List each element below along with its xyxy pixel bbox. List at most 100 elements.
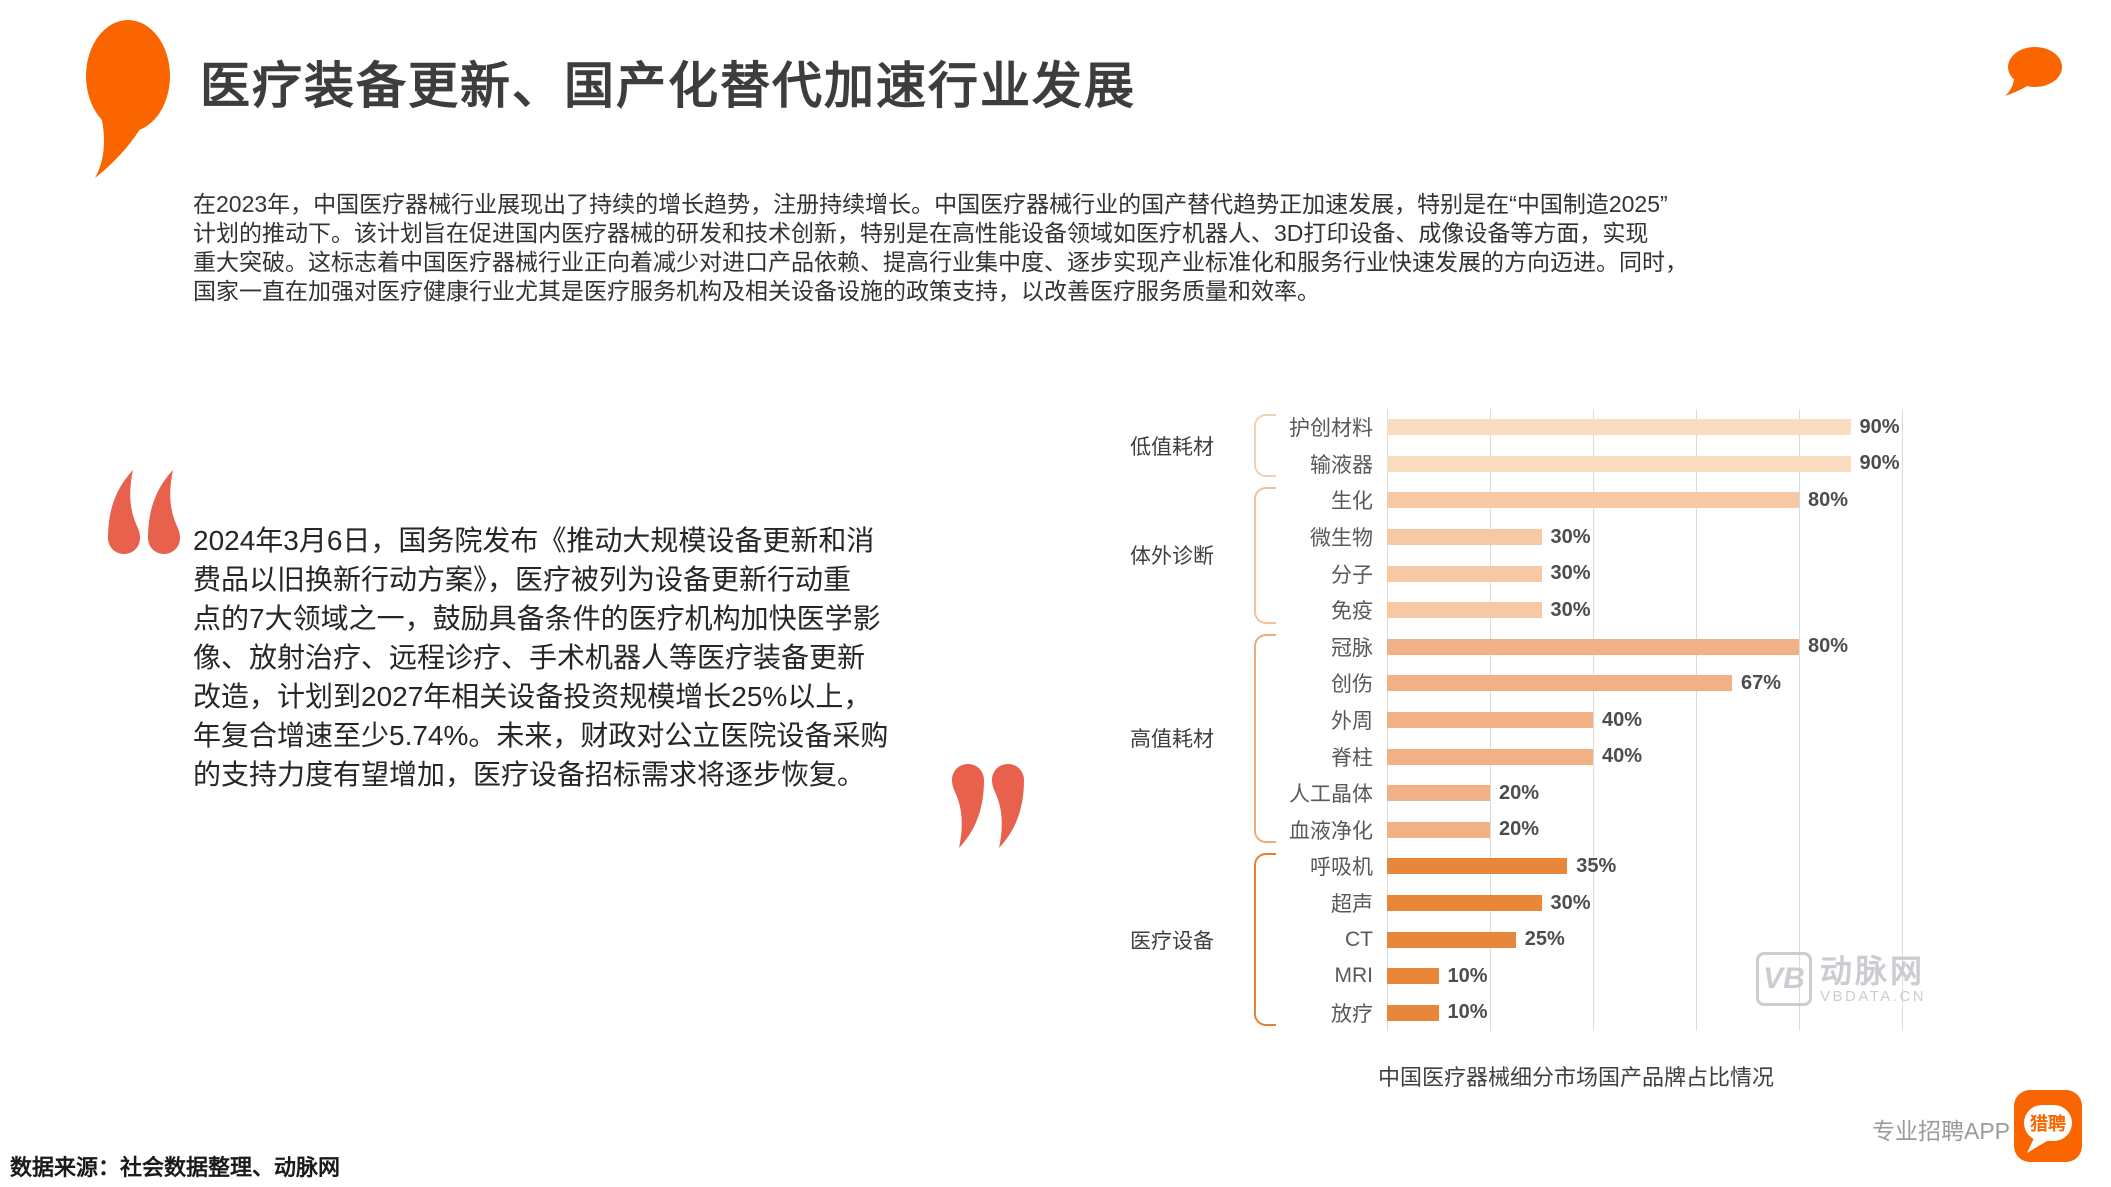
chart-group: 低值耗材 护创材料 90% 输液器 90% (1128, 409, 1988, 482)
chart-value-label: 67% (1741, 671, 1782, 694)
chart-bar-track: 40% (1387, 709, 1902, 732)
quote-paragraph: 2024年3月6日，国务院发布《推动大规模设备更新和消 费品以旧换新行动方案》，医… (193, 521, 888, 794)
chart-value-label: 25% (1524, 928, 1565, 951)
chart-row: 外周 40% (1128, 702, 1988, 739)
chart-row: 超声 30% (1128, 885, 1988, 922)
chart-row-label: 人工晶体 (1289, 783, 1373, 807)
chart-row-label: 输液器 (1310, 453, 1373, 477)
text-line: 2024年3月6日，国务院发布《推动大规模设备更新和消 (193, 525, 875, 556)
chart-value-label: 40% (1602, 708, 1643, 731)
chart-value-label: 80% (1808, 635, 1849, 658)
chart-bar (1387, 529, 1542, 546)
chart-bar-track: 35% (1387, 855, 1902, 878)
text-line: 的支持力度有望增加，医疗设备招标需求将逐步恢复。 (193, 759, 866, 790)
text-line: 重大突破。这标志着中国医疗器械行业正向着减少对进口产品依赖、提高行业集中度、逐步… (193, 249, 1688, 275)
chart-bar-track: 10% (1387, 1001, 1902, 1024)
chart-row-label: 生化 (1331, 490, 1373, 514)
chart-bar-track: 40% (1387, 745, 1902, 768)
watermark: VB 动脉网 VBDATA.CN (1756, 952, 1926, 1006)
text-line: 在2023年，中国医疗器械行业展现出了持续的增长趋势，注册持续增长。中国医疗器械… (193, 191, 1668, 217)
watermark-domain: VBDATA.CN (1820, 987, 1927, 1005)
chart-row-label: MRI (1334, 964, 1374, 988)
opening-quote-icon (108, 470, 180, 554)
chart-bar-track: 80% (1387, 635, 1902, 658)
chart-group: 高值耗材 冠脉 80% 创伤 67% 外周 40% 脊柱 40% 人工晶体 20% 血液净化 20% (1128, 629, 1988, 849)
chart-bar-track: 20% (1387, 818, 1902, 841)
chart-bar-track: 20% (1387, 782, 1902, 805)
liepin-app-logo-icon: 猎聘 (2014, 1090, 2082, 1162)
chart-bar (1387, 858, 1568, 875)
chart-bar-track: 30% (1387, 599, 1902, 622)
chart-group: 体外诊断 生化 80% 微生物 30% 分子 30% 免疫 30% (1128, 482, 1988, 628)
text-line: 像、放射治疗、远程诊疗、手术机器人等医疗装备更新 (193, 642, 866, 673)
chart-caption: 中国医疗器械细分市场国产品牌占比情况 (1377, 1065, 1774, 1090)
chart-bar-track: 90% (1387, 452, 1902, 475)
liepin-logo-text: 猎聘 (2030, 1113, 2066, 1134)
chart-value-label: 35% (1576, 854, 1617, 877)
chart-row: 冠脉 80% (1128, 629, 1988, 666)
chart-row-label: 创伤 (1331, 673, 1373, 697)
chart-row: 血液净化 20% (1128, 812, 1988, 849)
chart-row-label: 超声 (1331, 893, 1373, 917)
chart-bar-track: 30% (1387, 892, 1902, 915)
text-line: 点的7大领域之一，鼓励具备条件的医疗机构加快医学影 (193, 603, 881, 634)
chart-bar-track: 30% (1387, 526, 1902, 549)
watermark-logo-icon: VB (1756, 952, 1812, 1006)
chart-row: 人工晶体 20% (1128, 775, 1988, 812)
chart-bar (1387, 968, 1439, 985)
chart-row: 微生物 30% (1128, 519, 1988, 556)
chart-bar (1387, 748, 1593, 765)
chart-value-label: 40% (1602, 745, 1643, 768)
bar-chart: 低值耗材 护创材料 90% 输液器 90% 体外诊断 生化 80% 微生物 30% 分子 30% 免疫 3… (1128, 409, 1988, 1031)
data-source-note: 数据来源：社会数据整理、动脉网 (10, 1155, 341, 1180)
chart-row-label: 脊柱 (1331, 746, 1373, 770)
chart-row-label: 呼吸机 (1310, 856, 1373, 880)
chart-bar (1387, 1004, 1439, 1021)
chart-row: 输液器 90% (1128, 446, 1988, 483)
chart-bar-track: 30% (1387, 562, 1902, 585)
chart-value-label: 20% (1499, 818, 1540, 841)
chart-bar (1387, 821, 1490, 838)
chart-bar (1387, 492, 1799, 509)
closing-quote-icon (952, 764, 1024, 848)
chart-group-bracket (1254, 633, 1276, 844)
text-line: 费品以旧换新行动方案》，医疗被列为设备更新行动重 (193, 564, 852, 595)
chart-row-label: 冠脉 (1331, 636, 1373, 660)
chart-row-label: 微生物 (1310, 527, 1373, 551)
chart-row-label: 免疫 (1331, 600, 1373, 624)
chart-value-label: 10% (1447, 1001, 1488, 1024)
chart-bar (1387, 565, 1542, 582)
chart-row-label: 血液净化 (1289, 819, 1373, 843)
chart-value-label: 80% (1808, 488, 1849, 511)
chart-group-label: 体外诊断 (1130, 545, 1214, 569)
speech-bubble-small-icon (2005, 47, 2062, 96)
chart-value-label: 90% (1859, 415, 1900, 438)
chart-bar-track: 90% (1387, 416, 1902, 439)
text-line: 年复合增速至少5.74%。未来，财政对公立医院设备采购 (193, 720, 889, 751)
chart-group-label: 高值耗材 (1130, 728, 1214, 752)
chart-group-label: 医疗设备 (1130, 929, 1214, 953)
chart-value-label: 90% (1859, 452, 1900, 475)
chart-bar-track: 10% (1387, 965, 1902, 988)
chart-group-label: 低值耗材 (1130, 435, 1214, 459)
chart-row: 脊柱 40% (1128, 738, 1988, 775)
chart-bar (1387, 712, 1593, 729)
intro-paragraph: 在2023年，中国医疗器械行业展现出了持续的增长趋势，注册持续增长。中国医疗器械… (193, 190, 1688, 306)
chart-bar (1387, 895, 1542, 912)
chart-bar (1387, 675, 1733, 692)
chart-value-label: 30% (1550, 598, 1591, 621)
text-line: 国家一直在加强对医疗健康行业尤其是医疗服务机构及相关设备设施的政策支持，以改善医… (193, 278, 1320, 304)
chart-row-label: 外周 (1331, 710, 1373, 734)
chart-row: 放疗 10% (1128, 995, 1988, 1032)
chart-value-label: 20% (1499, 781, 1540, 804)
page-title: 医疗装备更新、国产化替代加速行业发展 (200, 58, 1136, 114)
chart-bar-track: 67% (1387, 672, 1902, 695)
chart-value-label: 10% (1447, 964, 1488, 987)
chart-row: 生化 80% (1128, 482, 1988, 519)
text-line: 计划的推动下。该计划旨在促进国内医疗器械的研发和技术创新，特别是在高性能设备领域… (193, 220, 1649, 246)
chart-row: 护创材料 90% (1128, 409, 1988, 446)
chart-row: 呼吸机 35% (1128, 848, 1988, 885)
chart-row: MRI 10% (1128, 958, 1988, 995)
chart-value-label: 30% (1550, 891, 1591, 914)
chart-group: 医疗设备 呼吸机 35% 超声 30% CT 25% MRI 10% 放疗 10% (1128, 848, 1988, 1031)
